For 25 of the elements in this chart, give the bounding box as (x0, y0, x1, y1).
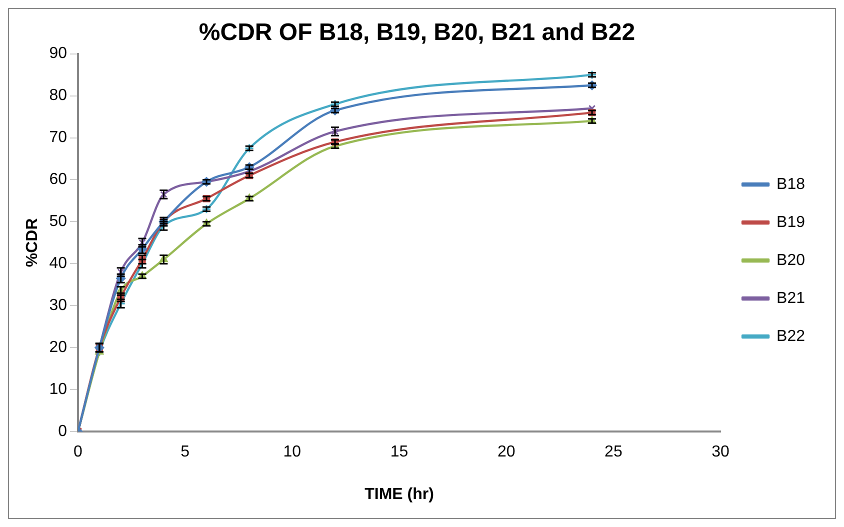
y-tick-label: 60 (49, 171, 68, 188)
y-tick-label: 20 (49, 339, 68, 356)
x-tick-label: 10 (283, 444, 302, 461)
legend-label: B20 (776, 252, 806, 269)
x-tick-label: 20 (497, 444, 516, 461)
legend-label: B22 (776, 328, 806, 345)
legend-label: B19 (776, 214, 806, 231)
x-tick-label: 15 (390, 444, 408, 461)
x-axis-title: TIME (hr) (364, 486, 434, 503)
y-tick-label: 90 (49, 45, 68, 62)
chart-title: %CDR OF B18, B19, B20, B21 and B22 (198, 19, 636, 46)
y-tick-label: 0 (58, 423, 68, 440)
y-tick-label: 10 (49, 381, 68, 398)
y-tick-label: 40 (49, 255, 68, 272)
legend-label: B18 (776, 176, 806, 193)
y-tick-label: 50 (49, 213, 68, 230)
y-tick-label: 80 (49, 87, 68, 104)
x-tick-label: 5 (180, 444, 190, 461)
legend-label: B21 (776, 290, 806, 307)
y-tick-label: 30 (49, 297, 68, 314)
y-tick-label: 70 (49, 129, 68, 146)
x-tick-label: 25 (604, 444, 622, 461)
x-tick-label: 30 (712, 444, 730, 461)
x-tick-label: 0 (74, 444, 83, 461)
y-axis-title: %CDR (24, 218, 42, 268)
